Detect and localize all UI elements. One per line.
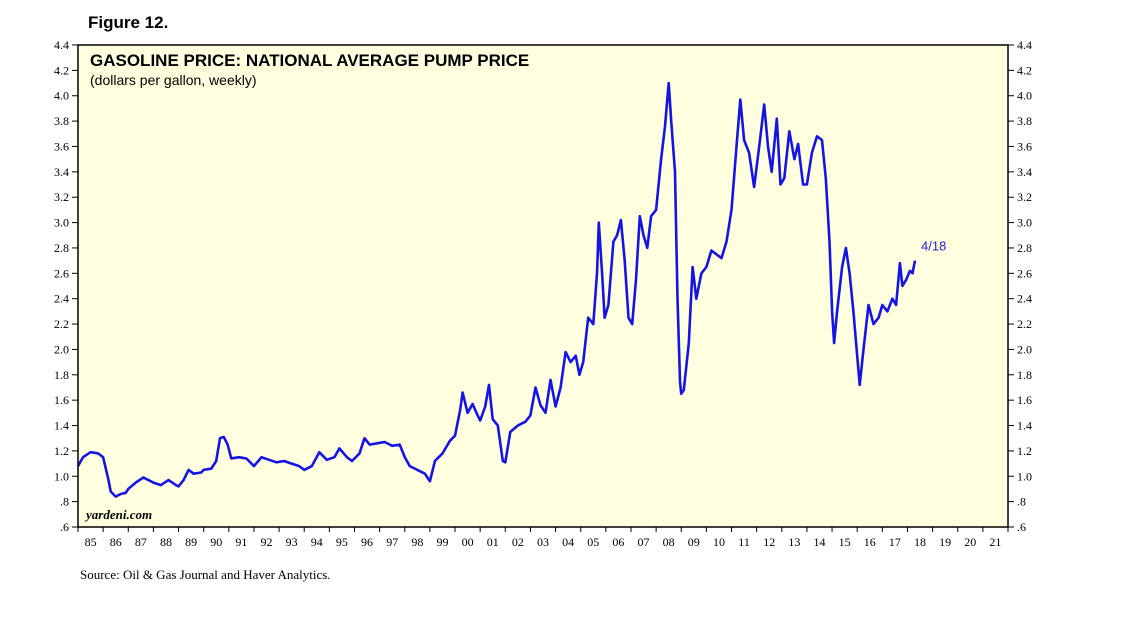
y-tick-label-right: 1.4 xyxy=(1017,419,1032,433)
figure-label: Figure 12. xyxy=(88,13,169,32)
y-tick-label-left: .6 xyxy=(60,520,69,534)
y-tick-label-right: 2.6 xyxy=(1017,266,1032,280)
x-tick-label: 86 xyxy=(110,535,122,549)
y-tick-label-left: 2.6 xyxy=(54,266,69,280)
y-axis-right: .6 .8 1.0 1.2 1.4 1.6 1.8 2.0 2.2 2.4 2.6 2.8 3.0 3.2… xyxy=(1008,38,1032,534)
x-tick-label: 05 xyxy=(587,535,599,549)
y-tick-label-left: 4.2 xyxy=(54,63,69,77)
y-tick-label-right: 2.4 xyxy=(1017,292,1032,306)
y-tick-label-left: 1.8 xyxy=(54,368,69,382)
y-tick-label-right: 1.2 xyxy=(1017,444,1032,458)
y-tick-label-right: .8 xyxy=(1017,495,1026,509)
x-tick-label: 97 xyxy=(386,535,398,549)
x-tick-label: 99 xyxy=(436,535,448,549)
x-tick-label: 89 xyxy=(185,535,197,549)
y-tick-label-right: 1.6 xyxy=(1017,393,1032,407)
x-tick-label: 10 xyxy=(713,535,725,549)
y-tick-label-left: 1.4 xyxy=(54,419,69,433)
y-tick-label-left: 3.2 xyxy=(54,190,69,204)
y-tick-label-right: 2.8 xyxy=(1017,241,1032,255)
x-tick-label: 98 xyxy=(411,535,423,549)
x-tick-label: 19 xyxy=(939,535,951,549)
x-tick-label: 01 xyxy=(487,535,499,549)
plot-area xyxy=(78,45,1008,527)
x-tick-label: 04 xyxy=(562,535,574,549)
y-tick-label-left: .8 xyxy=(60,495,69,509)
x-tick-label: 00 xyxy=(462,535,474,549)
y-tick-label-left: 3.6 xyxy=(54,139,69,153)
y-tick-label-right: 1.0 xyxy=(1017,469,1032,483)
y-tick-label-right: 3.4 xyxy=(1017,165,1032,179)
chart-title: GASOLINE PRICE: NATIONAL AVERAGE PUMP PR… xyxy=(90,51,529,70)
x-tick-label: 95 xyxy=(336,535,348,549)
y-tick-label-left: 1.6 xyxy=(54,393,69,407)
x-tick-label: 02 xyxy=(512,535,524,549)
x-tick-label: 03 xyxy=(537,535,549,549)
series-line xyxy=(76,81,917,498)
x-tick-label: 90 xyxy=(210,535,222,549)
x-tick-label: 18 xyxy=(914,535,926,549)
y-axis-left: .6 .8 1.0 1.2 1.4 1.6 1.8 2.0 2.2 2.4 2.6 2.8 3.0 3.2… xyxy=(54,38,78,534)
y-tick-label-right: 3.2 xyxy=(1017,190,1032,204)
plot-frame xyxy=(77,44,1009,528)
x-tick-label: 87 xyxy=(135,535,147,549)
x-tick-label: 08 xyxy=(663,535,675,549)
y-tick-label-right: 3.6 xyxy=(1017,139,1032,153)
x-tick-label: 06 xyxy=(612,535,624,549)
y-tick-label-right: 4.2 xyxy=(1017,63,1032,77)
y-tick-label-right: 1.8 xyxy=(1017,368,1032,382)
x-tick-label: 91 xyxy=(235,535,247,549)
x-tick-label: 17 xyxy=(889,535,901,549)
x-tick-label: 88 xyxy=(160,535,172,549)
y-tick-label-left: 3.8 xyxy=(54,114,69,128)
chart-subtitle: (dollars per gallon, weekly) xyxy=(90,72,257,88)
x-tick-label: 96 xyxy=(361,535,373,549)
x-tick-label: 92 xyxy=(261,535,273,549)
x-tick-label: 20 xyxy=(964,535,976,549)
x-tick-label: 16 xyxy=(864,535,876,549)
y-tick-label-right: 4.4 xyxy=(1017,38,1032,52)
y-tick-label-left: 2.8 xyxy=(54,241,69,255)
x-tick-label: 11 xyxy=(738,535,750,549)
y-tick-label-right: 3.0 xyxy=(1017,216,1032,230)
y-tick-label-left: 1.2 xyxy=(54,444,69,458)
y-tick-label-left: 1.0 xyxy=(54,469,69,483)
x-tick-label: 85 xyxy=(85,535,97,549)
x-tick-label: 07 xyxy=(638,535,650,549)
x-tick-label: 94 xyxy=(311,535,323,549)
x-tick-label: 93 xyxy=(286,535,298,549)
y-tick-label-left: 4.0 xyxy=(54,89,69,103)
end-date-label: 4/18 xyxy=(921,239,946,254)
y-tick-label-right: 2.2 xyxy=(1017,317,1032,331)
x-tick-label: 21 xyxy=(989,535,1001,549)
y-tick-label-left: 4.4 xyxy=(54,38,69,52)
y-tick-label-right: 3.8 xyxy=(1017,114,1032,128)
y-tick-label-left: 2.0 xyxy=(54,342,69,356)
x-tick-label: 15 xyxy=(839,535,851,549)
watermark: yardeni.com xyxy=(84,507,152,522)
y-tick-label-left: 2.4 xyxy=(54,292,69,306)
y-tick-label-left: 2.2 xyxy=(54,317,69,331)
x-tick-label: 14 xyxy=(813,535,825,549)
source-note: Source: Oil & Gas Journal and Haver Anal… xyxy=(80,567,331,582)
y-tick-label-left: 3.0 xyxy=(54,216,69,230)
x-tick-label: 12 xyxy=(763,535,775,549)
y-tick-label-left: 3.4 xyxy=(54,165,69,179)
y-tick-label-right: 2.0 xyxy=(1017,342,1032,356)
x-tick-label: 09 xyxy=(688,535,700,549)
y-tick-label-right: 4.0 xyxy=(1017,89,1032,103)
x-axis: 85 86 87 88 89 90 91 92 93 94 95 96 97 98 99 00 01 02 03 04… xyxy=(77,527,1009,549)
y-tick-label-right: .6 xyxy=(1017,520,1026,534)
x-tick-label: 13 xyxy=(788,535,800,549)
